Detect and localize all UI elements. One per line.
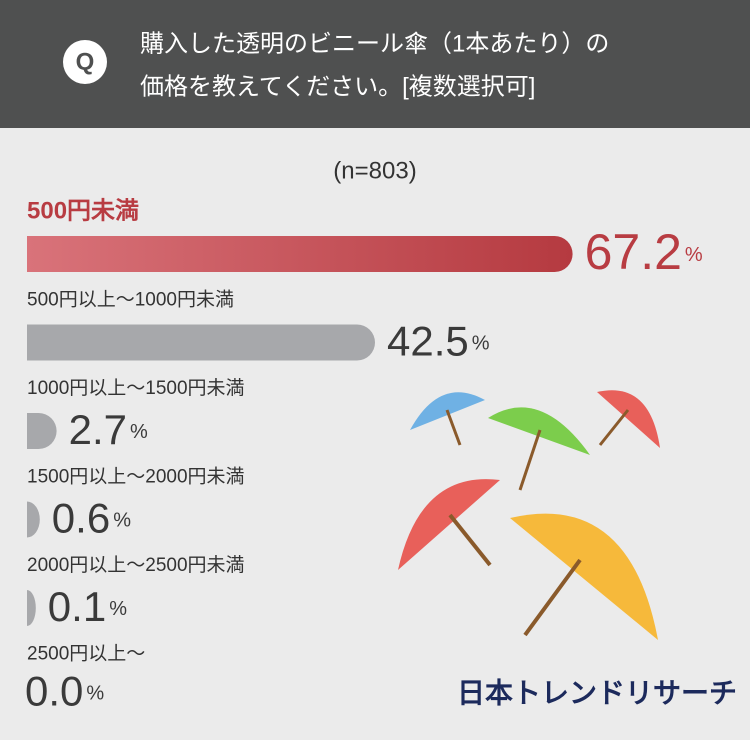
value-number: 0.1 <box>48 583 106 630</box>
bar <box>27 590 36 626</box>
bar <box>27 501 40 538</box>
q-letter: Q <box>76 48 95 75</box>
category-label: 500円以上～1000円未満 <box>27 289 234 311</box>
category-label: 2000円以上～2500円未満 <box>27 554 245 576</box>
value-number: 0.6 <box>52 495 110 542</box>
value-label: 0.6% <box>52 495 131 542</box>
value-number: 2.7 <box>69 406 127 453</box>
title-line: 購入した透明のビニール傘（1本あたり）の <box>140 30 609 57</box>
header <box>0 0 750 128</box>
value-unit: % <box>685 244 703 266</box>
value-unit: % <box>130 421 148 443</box>
category-label: 500円未満 <box>27 197 139 224</box>
q-badge <box>63 40 107 84</box>
value-label: 42.5% <box>387 318 490 365</box>
value-unit: % <box>472 333 490 355</box>
value-unit: % <box>113 510 131 532</box>
value-number: 67.2 <box>585 224 682 280</box>
category-label: 1500円以上～2000円未満 <box>27 466 245 488</box>
value-number: 42.5 <box>387 318 469 365</box>
category-label: 1000円以上～1500円未満 <box>27 377 245 399</box>
value-unit: % <box>109 598 127 620</box>
value-label: 2.7% <box>69 406 148 453</box>
umbrellas <box>398 390 660 640</box>
bar <box>27 324 375 361</box>
bar <box>27 413 57 449</box>
value-unit: % <box>86 683 104 705</box>
value-label: 0.1% <box>48 583 127 630</box>
value-label: 67.2% <box>585 224 703 280</box>
value-number: 0.0 <box>25 668 83 715</box>
bar <box>27 236 573 272</box>
source: 日本トレンドリサーチ <box>457 677 737 708</box>
category-label: 2500円以上～ <box>27 643 145 665</box>
title-line: 価格を教えてください。[複数選択可] <box>140 73 535 100</box>
subtitle: (n=803) <box>333 157 416 184</box>
value-label: 0.0% <box>25 668 104 715</box>
